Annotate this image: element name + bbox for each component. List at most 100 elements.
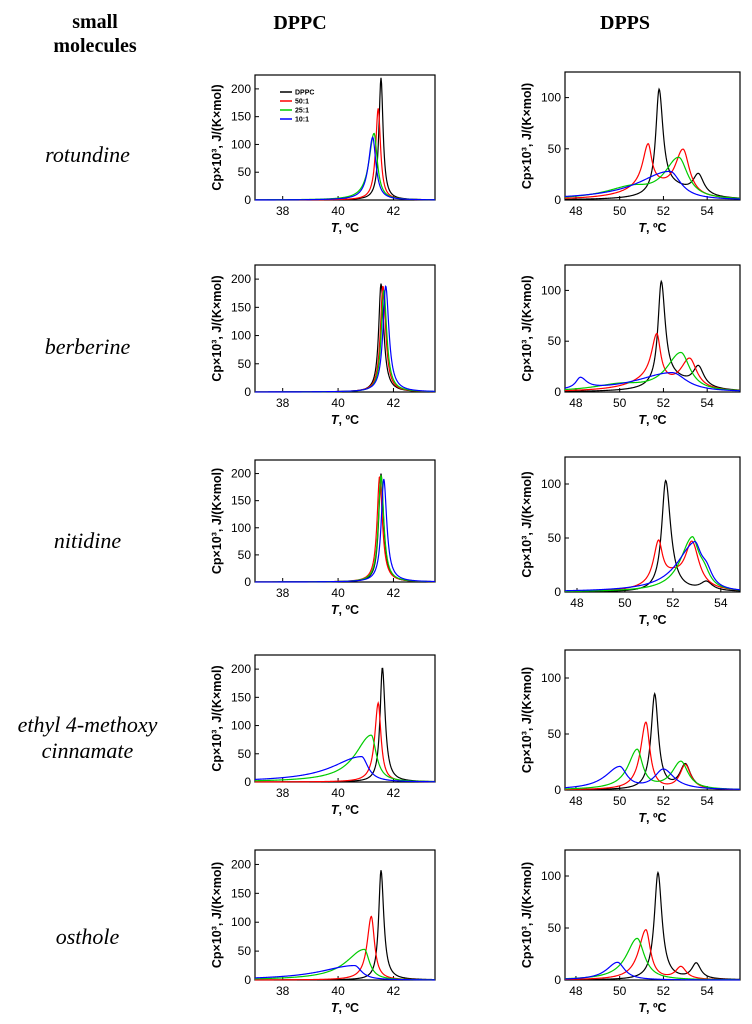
- y-tick-label: 0: [554, 783, 561, 797]
- x-tick-label: 48: [570, 596, 584, 610]
- series-line-50-1: [564, 539, 741, 592]
- x-tick-label: 42: [387, 586, 401, 600]
- x-axis-unit: , ºC: [646, 221, 667, 235]
- y-tick-label: 0: [554, 193, 561, 207]
- x-tick-label: 42: [387, 984, 401, 998]
- y-axis-label: Cp×10³, J/(K×mol): [210, 468, 224, 574]
- x-tick-label: 54: [701, 396, 715, 410]
- y-tick-label: 0: [244, 575, 251, 589]
- x-axis-unit: , ºC: [339, 1001, 360, 1015]
- x-tick-label: 40: [331, 984, 345, 998]
- header-small: small: [72, 11, 118, 33]
- x-axis-unit: , ºC: [339, 413, 360, 427]
- legend-label: 10:1: [295, 117, 309, 124]
- row-label-line1: nitidine: [53, 528, 122, 553]
- x-axis-label: T, ºC: [638, 1001, 666, 1015]
- series-line-10-1: [254, 964, 436, 981]
- y-axis-label: Cp×10³, J/(K×mol): [520, 275, 534, 381]
- row-label-berberine: berberine: [0, 334, 175, 360]
- row-label-ethyl-4-methoxy-cinnamate: ethyl 4-methoxy cinnamate: [0, 712, 175, 764]
- y-tick-label: 0: [244, 385, 251, 399]
- y-tick-label: 100: [231, 915, 251, 929]
- x-axis-var: T: [331, 221, 340, 235]
- y-tick-label: 150: [231, 494, 251, 508]
- y-axis-label: Cp×10³, J/(K×mol): [520, 83, 534, 189]
- x-tick-label: 42: [387, 786, 401, 800]
- header-small-molecules: small molecules: [40, 10, 150, 58]
- x-axis-label: T, ºC: [331, 803, 359, 817]
- series-line-10-1: [564, 372, 741, 392]
- y-axis-label: Cp×10³, J/(K×mol): [520, 667, 534, 773]
- series-line-50-1: [564, 721, 740, 791]
- y-tick-label: 100: [541, 477, 561, 491]
- y-tick-label: 50: [548, 921, 562, 935]
- series-line-50-1: [564, 332, 741, 392]
- plot-frame: [254, 74, 436, 201]
- series-line-10-1: [564, 170, 741, 200]
- plot-frame: [564, 456, 741, 593]
- y-tick-label: 100: [541, 283, 561, 297]
- series-line-dppc: [255, 870, 436, 981]
- x-axis-var: T: [638, 1001, 647, 1015]
- series-line-dppc: [255, 77, 436, 201]
- x-axis-var: T: [638, 811, 647, 825]
- y-tick-label: 0: [554, 585, 561, 599]
- plot-frame: [564, 849, 741, 981]
- x-axis-label: T, ºC: [331, 1001, 359, 1015]
- plot-frame: [254, 849, 436, 981]
- x-tick-label: 54: [714, 596, 728, 610]
- header-dpps: DPPS: [600, 12, 650, 34]
- series-line-25-1: [564, 748, 741, 790]
- x-tick-label: 42: [387, 396, 401, 410]
- plot-frame: [254, 654, 436, 783]
- y-tick-label: 0: [244, 973, 251, 987]
- x-axis-unit: , ºC: [646, 413, 667, 427]
- x-tick-label: 50: [618, 596, 632, 610]
- series-line-25-1: [255, 475, 436, 583]
- x-axis-var: T: [331, 1001, 340, 1015]
- x-axis-var: T: [638, 413, 647, 427]
- row-label-nitidine: nitidine: [0, 528, 175, 554]
- series-line-25-1: [564, 351, 741, 392]
- row-label-line1: osthole: [55, 924, 120, 949]
- plot-frame: [564, 649, 741, 791]
- y-tick-label: 200: [231, 467, 251, 481]
- series-line-dppc: [564, 479, 741, 593]
- x-axis-label: T, ºC: [331, 221, 359, 235]
- x-tick-label: 40: [331, 204, 345, 218]
- y-tick-label: 100: [231, 137, 251, 151]
- series-line-25-1: [255, 290, 436, 393]
- x-tick-label: 38: [276, 396, 290, 410]
- x-tick-label: 48: [569, 396, 583, 410]
- row-label-rotundine: rotundine: [0, 142, 175, 168]
- x-axis-unit: , ºC: [646, 613, 667, 627]
- series-line-10-1: [255, 478, 436, 583]
- series-line-50-1: [255, 108, 435, 201]
- y-tick-label: 150: [231, 690, 251, 704]
- series-line-10-1: [564, 961, 740, 981]
- series-line-10-1: [254, 755, 435, 783]
- x-axis-var: T: [331, 803, 340, 817]
- series-line-50-1: [255, 285, 436, 393]
- series-line-25-1: [254, 948, 435, 981]
- series-line-10-1: [255, 136, 436, 201]
- x-tick-label: 48: [569, 984, 583, 998]
- series-line-50-1: [564, 142, 741, 199]
- x-tick-label: 48: [569, 794, 583, 808]
- x-tick-label: 54: [701, 204, 715, 218]
- series-line-25-1: [564, 536, 741, 592]
- plot-frame: [564, 71, 741, 201]
- panel-ethyl-4-methoxy-cinnamate-dppc: 38 40 42 0 50 100 150 200 T, ºC Cp×10³, J/(K×mol): [210, 654, 436, 817]
- series-line-dppc: [255, 283, 436, 393]
- x-tick-label: 54: [701, 984, 715, 998]
- y-tick-label: 200: [231, 82, 251, 96]
- y-tick-label: 0: [244, 775, 251, 789]
- legend-label: 50:1: [295, 99, 309, 106]
- series-line-dppc: [564, 279, 741, 392]
- x-tick-label: 52: [657, 794, 671, 808]
- y-tick-label: 50: [238, 747, 252, 761]
- x-axis-var: T: [331, 603, 340, 617]
- x-tick-label: 40: [331, 786, 345, 800]
- y-tick-label: 50: [238, 357, 252, 371]
